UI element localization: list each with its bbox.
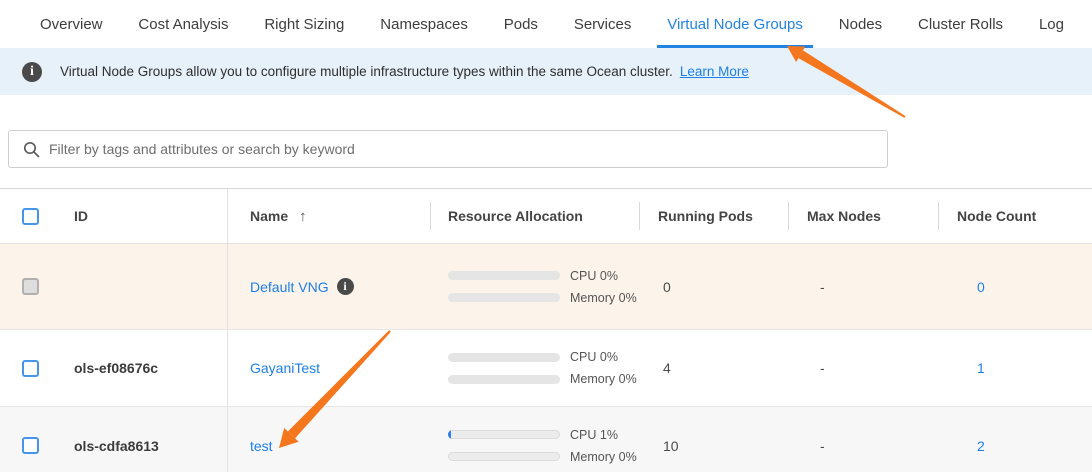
filter-search-box[interactable]	[8, 130, 888, 168]
resource-allocation-cell: CPU 0% Memory 0%	[430, 330, 639, 406]
resource-allocation-cell: CPU 0% Memory 0%	[430, 244, 639, 329]
cpu-usage-label: CPU 0%	[570, 268, 618, 283]
tab-log[interactable]: Log	[1038, 15, 1064, 33]
memory-usage-bar	[448, 374, 560, 384]
vng-id	[56, 244, 228, 329]
node-count-link[interactable]: 0	[977, 278, 985, 295]
vng-name-cell: test	[228, 407, 430, 472]
column-header-node-count[interactable]: Node Count	[938, 189, 1092, 243]
table-row-test[interactable]: ols-cdfa8613 test CPU 1% Memory 0% 10 -	[0, 407, 1092, 472]
tab-services[interactable]: Services	[573, 15, 632, 33]
resource-allocation-cell: CPU 1% Memory 0%	[430, 407, 639, 472]
vng-table: ID Name ↑ Resource Allocation Running Po…	[0, 188, 1092, 472]
default-vng-info-icon[interactable]: i	[336, 278, 354, 295]
vng-name-cell: Default VNG i	[228, 244, 430, 329]
vng-id: ols-cdfa8613	[56, 407, 228, 472]
node-count-cell: 2	[938, 407, 1092, 472]
max-nodes-value: -	[820, 360, 825, 376]
column-header-name[interactable]: Name ↑	[228, 189, 430, 243]
running-pods-value: 4	[663, 360, 671, 376]
vng-name-cell: GayaniTest	[228, 330, 430, 406]
node-count-cell: 0	[938, 244, 1092, 329]
select-all-checkbox[interactable]	[22, 207, 39, 225]
table-header-row: ID Name ↑ Resource Allocation Running Po…	[0, 189, 1092, 244]
node-count-cell: 1	[938, 330, 1092, 406]
memory-usage-label: Memory 0%	[570, 290, 637, 305]
row-checkbox-cell	[0, 330, 56, 406]
column-header-resource-allocation[interactable]: Resource Allocation	[430, 189, 639, 243]
memory-usage-label: Memory 0%	[570, 372, 637, 386]
max-nodes-value: -	[820, 437, 825, 454]
cpu-usage-bar	[448, 352, 560, 362]
running-pods-value: 0	[663, 278, 671, 295]
tab-overview[interactable]: Overview	[40, 15, 103, 33]
node-count-link[interactable]: 1	[977, 360, 985, 376]
tab-namespaces[interactable]: Namespaces	[380, 15, 468, 33]
row-checkbox[interactable]	[22, 437, 39, 454]
vng-id: ols-ef08676c	[56, 330, 228, 406]
info-banner: i Virtual Node Groups allow you to confi…	[0, 48, 1092, 95]
tab-cluster-rolls[interactable]: Cluster Rolls	[918, 15, 1004, 33]
search-input[interactable]	[49, 141, 877, 157]
table-row-default-vng[interactable]: Default VNG i CPU 0% Memory 0% 0 -	[0, 244, 1092, 330]
table-row-gayanitest[interactable]: ols-ef08676c GayaniTest CPU 0% Memory 0%…	[0, 330, 1092, 407]
row-checkbox-cell	[0, 407, 56, 472]
vng-name-link[interactable]: GayaniTest	[250, 360, 321, 376]
vng-name-link[interactable]: Default VNG	[250, 278, 329, 295]
tab-pods[interactable]: Pods	[503, 15, 538, 33]
cpu-usage-bar-fill	[448, 430, 451, 439]
cpu-usage-label: CPU 0%	[570, 350, 618, 364]
search-icon	[23, 141, 40, 157]
banner-text: Virtual Node Groups allow you to configu…	[60, 64, 673, 79]
tab-nodes[interactable]: Nodes	[838, 15, 883, 33]
memory-usage-label: Memory 0%	[570, 449, 637, 464]
sort-asc-icon[interactable]: ↑	[299, 207, 307, 225]
memory-usage-bar	[448, 452, 560, 461]
cpu-usage-label: CPU 1%	[570, 427, 618, 442]
column-header-name-label: Name	[250, 208, 289, 224]
cpu-usage-bar	[448, 430, 560, 439]
tab-cost-analysis[interactable]: Cost Analysis	[138, 15, 229, 33]
tab-right-sizing[interactable]: Right Sizing	[264, 15, 345, 33]
row-checkbox[interactable]	[22, 359, 39, 377]
column-header-max-nodes[interactable]: Max Nodes	[788, 189, 938, 243]
tab-virtual-node-groups[interactable]: Virtual Node Groups	[657, 0, 813, 48]
info-icon: i	[22, 61, 42, 82]
max-nodes-value: -	[820, 278, 825, 295]
running-pods-value: 10	[663, 437, 679, 454]
vng-name-link[interactable]: test	[250, 437, 273, 454]
cluster-tabbar: Overview Cost Analysis Right Sizing Name…	[0, 0, 1092, 48]
memory-usage-bar	[448, 293, 560, 302]
cpu-usage-bar	[448, 271, 560, 280]
row-checkbox-disabled	[22, 278, 39, 295]
learn-more-link[interactable]: Learn More	[679, 64, 749, 79]
header-checkbox-cell	[0, 189, 56, 243]
row-checkbox-cell	[0, 244, 56, 329]
column-header-id[interactable]: ID	[56, 189, 228, 243]
column-header-running-pods[interactable]: Running Pods	[639, 189, 788, 243]
node-count-link[interactable]: 2	[977, 437, 985, 454]
